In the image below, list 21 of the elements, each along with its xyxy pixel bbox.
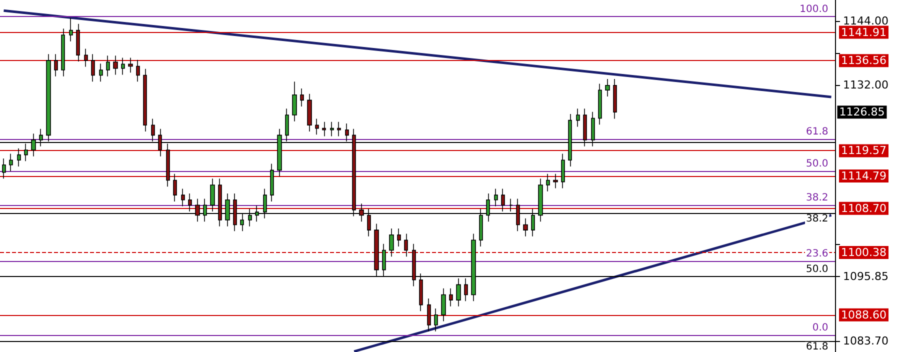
ref-line-label: 1114.79 [841,170,886,183]
y-tick-label: 1095.85 [843,270,888,283]
annotation: 50.0 [806,158,828,170]
ref-line-label: 1100.38 [841,246,886,259]
text: 1126.85 [839,106,885,119]
ref-line-label: 1108.70 [841,202,886,215]
y-tick-label: 1132.00 [843,78,888,92]
ref-line-label: 1136.56 [841,54,886,68]
y-tick-label: 1144.00 [843,14,888,28]
ref-line-label: 1119.57 [841,144,886,158]
annotation: 61.8 [806,341,828,352]
annotation: 61.8 [806,126,828,138]
annotation: 23.6 [806,248,828,260]
ref-line-label: 1141.91 [841,26,886,39]
y-tick-label: 1083.70 [843,334,888,348]
annotation: 50.0 [806,264,828,276]
annotation: 0.0 [812,322,828,334]
annotation: 38.2 [806,192,828,204]
ref-line-label: 1088.60 [841,308,886,322]
annotation: 100.0 [800,4,828,15]
annotation: 38.2 [806,214,828,225]
